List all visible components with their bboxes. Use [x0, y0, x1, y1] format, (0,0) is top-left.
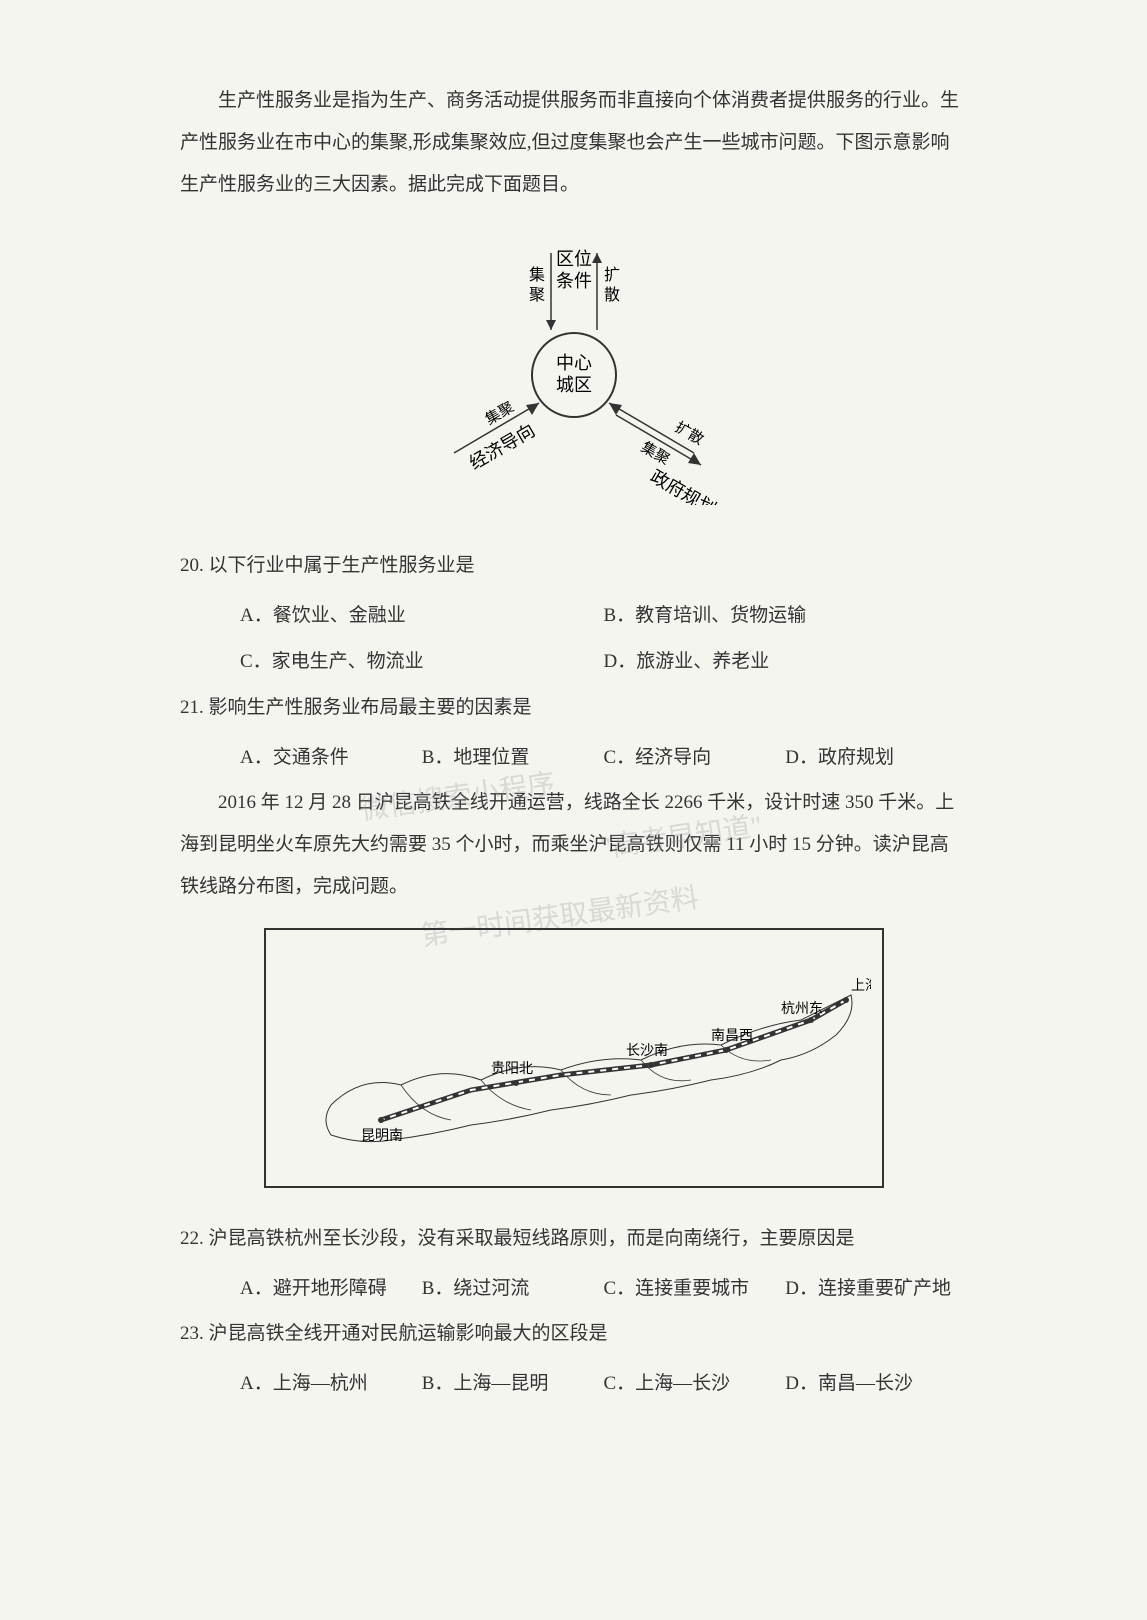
q22-stem: 沪昆高铁杭州至长沙段，没有采取最短线路原则，而是向南绕行，主要原因是: [209, 1228, 855, 1249]
q21-options: A．交通条件 B．地理位置 C．经济导向 D．政府规划: [180, 737, 967, 783]
city-nanchang: [723, 1047, 729, 1053]
q21-opt-a: A．交通条件: [240, 737, 422, 779]
q23-opt-d: D．南昌—长沙: [785, 1363, 967, 1405]
city-changsha: [648, 1062, 654, 1068]
question-21: 21. 影响生产性服务业布局最主要的因素是: [180, 687, 967, 729]
arrowhead-tr: [592, 253, 602, 263]
city-shanghai: [843, 997, 849, 1003]
q21-opt-c: C．经济导向: [604, 737, 786, 779]
q21-opt-d: D．政府规划: [785, 737, 967, 779]
city-guiyang: [513, 1080, 519, 1086]
top-left-label-1: 集: [528, 266, 544, 284]
q20-options: A．餐饮业、金融业 B．教育培训、货物运输 C．家电生产、物流业 D．旅游业、养…: [180, 595, 967, 687]
right-kuosan: 扩散: [672, 419, 706, 449]
q20-opt-d: D．旅游业、养老业: [604, 641, 968, 683]
label-shanghai: 上海: [851, 978, 871, 994]
q21-stem: 影响生产性服务业布局最主要的因素是: [209, 697, 532, 718]
q21-opt-b: B．地理位置: [422, 737, 604, 779]
right-jiju: 集聚: [638, 439, 672, 469]
label-nanchang: 南昌西: [711, 1028, 753, 1044]
q20-opt-a: A．餐饮业、金融业: [240, 595, 604, 637]
q23-opt-a: A．上海—杭州: [240, 1363, 422, 1405]
q20-opt-b: B．教育培训、货物运输: [604, 595, 968, 637]
q22-opt-c: C．连接重要城市: [604, 1268, 786, 1310]
q22-opt-a: A．避开地形障碍: [240, 1268, 422, 1310]
q20-stem: 以下行业中属于生产性服务业是: [209, 555, 475, 576]
q23-opt-b: B．上海—昆明: [422, 1363, 604, 1405]
q22-opt-d: D．连接重要矿产地: [785, 1268, 967, 1310]
top-left-label-2: 聚: [528, 287, 544, 304]
top-right-label-2: 散: [603, 286, 619, 304]
map-box: 上海 杭州东 南昌西 长沙南 贵阳北 昆明南: [264, 928, 884, 1188]
rail-line-outer: [381, 1000, 846, 1120]
right-label: 政府规划: [647, 467, 719, 506]
factors-diagram: 中心 城区 区位 条件 集 聚 扩 散 经济导向 集聚 政府规划 集聚 扩散: [394, 225, 754, 505]
top-label-1: 区位: [556, 249, 592, 269]
city-hangzhou: [808, 1017, 814, 1023]
center-text-2: 城区: [556, 375, 592, 395]
q20-opt-c: C．家电生产、物流业: [240, 641, 604, 683]
q22-num: 22.: [180, 1228, 204, 1249]
province-borders: [401, 1045, 771, 1120]
map-container: 上海 杭州东 南昌西 长沙南 贵阳北 昆明南: [180, 928, 967, 1188]
question-20: 20. 以下行业中属于生产性服务业是: [180, 545, 967, 587]
q23-options: A．上海—杭州 B．上海—昆明 C．上海—长沙 D．南昌—长沙: [180, 1363, 967, 1409]
q23-stem: 沪昆高铁全线开通对民航运输影响最大的区段是: [209, 1323, 608, 1344]
q22-options: A．避开地形障碍 B．绕过河流 C．连接重要城市 D．连接重要矿产地: [180, 1268, 967, 1314]
arrowhead-tl: [546, 320, 556, 330]
label-guiyang: 贵阳北: [491, 1061, 533, 1077]
label-changsha: 长沙南: [626, 1043, 668, 1059]
left-label: 经济导向: [466, 421, 538, 474]
q20-num: 20.: [180, 555, 204, 576]
q23-num: 23.: [180, 1323, 204, 1344]
q22-opt-b: B．绕过河流: [422, 1268, 604, 1310]
passage-2: 2016 年 12 月 28 日沪昆高铁全线开通运营，线路全长 2266 千米，…: [180, 782, 967, 907]
top-label-2: 条件: [556, 271, 592, 291]
left-jiju: 集聚: [482, 399, 516, 429]
question-22: 22. 沪昆高铁杭州至长沙段，没有采取最短线路原则，而是向南绕行，主要原因是: [180, 1218, 967, 1260]
center-text-1: 中心: [556, 353, 592, 373]
passage-1: 生产性服务业是指为生产、商务活动提供服务而非直接向个体消费者提供服务的行业。生产…: [180, 80, 967, 205]
q21-num: 21.: [180, 697, 204, 718]
q23-opt-c: C．上海—长沙: [604, 1363, 786, 1405]
diagram-1-container: 中心 城区 区位 条件 集 聚 扩 散 经济导向 集聚 政府规划 集聚 扩散: [180, 225, 967, 505]
provinces-outline: [326, 995, 852, 1142]
question-23: 23. 沪昆高铁全线开通对民航运输影响最大的区段是: [180, 1313, 967, 1355]
city-kunming: [378, 1117, 384, 1123]
label-hangzhou: 杭州东: [781, 1001, 823, 1017]
label-kunming: 昆明南: [361, 1128, 403, 1144]
rail-line-inner: [381, 1000, 846, 1120]
rail-map: 上海 杭州东 南昌西 长沙南 贵阳北 昆明南: [281, 945, 871, 1175]
top-right-label-1: 扩: [603, 266, 619, 284]
